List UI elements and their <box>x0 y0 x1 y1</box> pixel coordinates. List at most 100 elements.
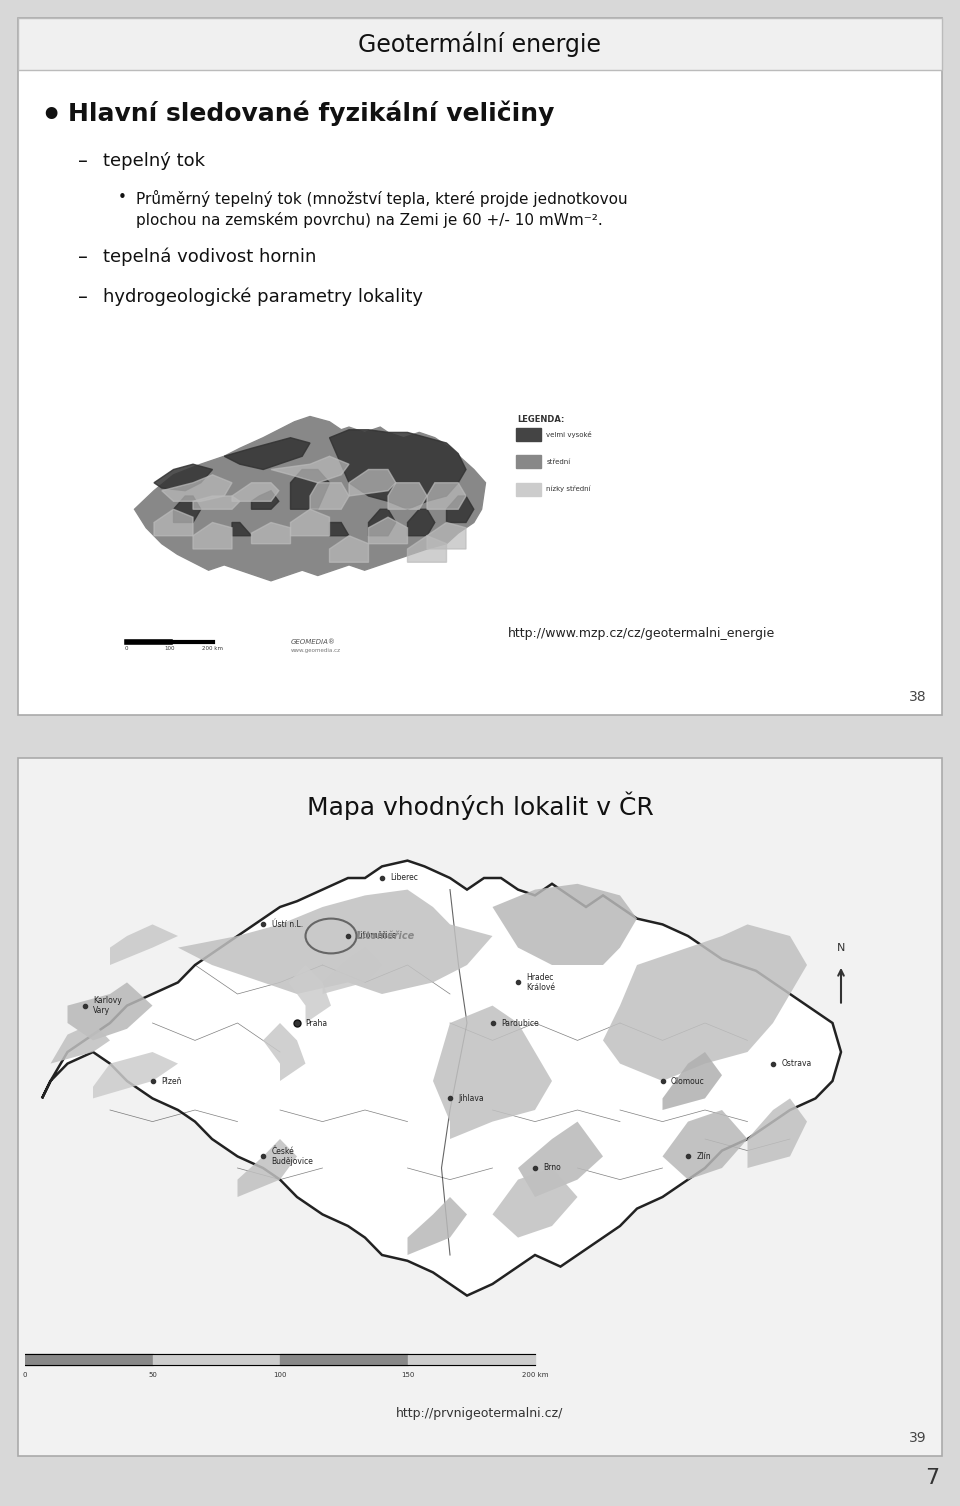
Polygon shape <box>310 483 349 509</box>
Polygon shape <box>291 470 329 509</box>
Text: 7: 7 <box>924 1468 939 1488</box>
Polygon shape <box>369 517 407 544</box>
Text: střední: střední <box>546 459 570 465</box>
Text: http://www.mzp.cz/cz/geotermalni_energie: http://www.mzp.cz/cz/geotermalni_energie <box>508 626 776 640</box>
Text: 50: 50 <box>148 1372 156 1378</box>
Text: http://prvnigeotermalni.cz/: http://prvnigeotermalni.cz/ <box>396 1408 564 1420</box>
Polygon shape <box>433 1006 552 1139</box>
Polygon shape <box>662 1053 722 1110</box>
Polygon shape <box>518 1122 603 1197</box>
Polygon shape <box>516 455 540 468</box>
Text: Litoměřice: Litoměřice <box>356 931 415 941</box>
FancyBboxPatch shape <box>18 18 942 715</box>
Polygon shape <box>252 491 278 509</box>
Polygon shape <box>407 1197 467 1254</box>
Polygon shape <box>407 1354 535 1366</box>
Text: 200 km: 200 km <box>202 646 223 651</box>
Text: Ostrava: Ostrava <box>781 1059 812 1068</box>
Polygon shape <box>263 1023 305 1081</box>
Text: Průměrný tepelný tok (množství tepla, které projde jednotkovou: Průměrný tepelný tok (množství tepla, kt… <box>136 190 628 206</box>
Polygon shape <box>193 495 240 509</box>
Polygon shape <box>134 417 486 581</box>
Polygon shape <box>193 523 232 550</box>
Polygon shape <box>25 1354 153 1366</box>
Polygon shape <box>369 509 396 536</box>
Text: Praha: Praha <box>305 1018 327 1027</box>
Text: 100: 100 <box>164 646 175 651</box>
Text: •: • <box>118 190 127 205</box>
Text: Karlovy
Vary: Karlovy Vary <box>93 995 122 1015</box>
Text: Mapa vhodných lokalit v ČR: Mapa vhodných lokalit v ČR <box>306 792 654 821</box>
Text: plochou na zemském povrchu) na Zemi je 60 +/- 10 mWm⁻².: plochou na zemském povrchu) na Zemi je 6… <box>136 212 603 227</box>
Polygon shape <box>407 536 446 562</box>
Polygon shape <box>349 470 396 495</box>
Polygon shape <box>154 509 193 536</box>
Polygon shape <box>388 483 427 509</box>
Text: tepelná vodivost hornin: tepelná vodivost hornin <box>103 248 317 267</box>
Polygon shape <box>42 860 841 1295</box>
Text: Ústí n.L.: Ústí n.L. <box>272 920 302 929</box>
Text: LEGENDA:: LEGENDA: <box>517 416 564 425</box>
Polygon shape <box>329 429 466 509</box>
Text: GEOMEDIA®: GEOMEDIA® <box>291 640 335 646</box>
Polygon shape <box>154 464 212 491</box>
Text: 38: 38 <box>909 690 927 703</box>
Text: Plzeň: Plzeň <box>161 1077 181 1086</box>
Text: Zlín: Zlín <box>697 1152 711 1161</box>
Polygon shape <box>329 523 349 536</box>
Polygon shape <box>516 482 540 495</box>
Text: –: – <box>78 152 88 172</box>
Text: nízky střední: nízky střední <box>546 486 591 492</box>
Polygon shape <box>446 495 474 523</box>
Polygon shape <box>427 523 466 550</box>
Text: Jihlava: Jihlava <box>459 1093 484 1102</box>
Polygon shape <box>492 884 637 965</box>
Text: 200 km: 200 km <box>521 1372 548 1378</box>
Polygon shape <box>162 474 232 501</box>
Text: 39: 39 <box>909 1431 927 1444</box>
Polygon shape <box>225 438 310 470</box>
Text: Hradec
Králové: Hradec Králové <box>526 973 556 992</box>
Polygon shape <box>603 925 807 1081</box>
Text: Olomouc: Olomouc <box>671 1077 705 1086</box>
Text: hydrogeologické parametry lokality: hydrogeologické parametry lokality <box>103 288 423 307</box>
Polygon shape <box>427 483 466 509</box>
Text: –: – <box>78 288 88 307</box>
Text: Litoměřice: Litoměřice <box>356 932 397 941</box>
Polygon shape <box>232 523 252 536</box>
Polygon shape <box>329 536 369 562</box>
FancyBboxPatch shape <box>18 758 942 1456</box>
Polygon shape <box>237 1139 297 1197</box>
Text: –: – <box>78 248 88 267</box>
Polygon shape <box>289 965 331 1023</box>
Polygon shape <box>291 509 329 536</box>
Text: 0: 0 <box>23 1372 27 1378</box>
Text: Brno: Brno <box>543 1164 562 1173</box>
Text: Geotermální energie: Geotermální energie <box>358 32 602 57</box>
Polygon shape <box>516 428 540 441</box>
Polygon shape <box>67 982 153 1041</box>
Text: N: N <box>837 943 845 953</box>
Text: •: • <box>40 99 61 133</box>
Text: 150: 150 <box>401 1372 414 1378</box>
Text: 100: 100 <box>274 1372 287 1378</box>
Polygon shape <box>271 456 349 483</box>
Polygon shape <box>748 1098 807 1169</box>
Bar <box>18 18 942 69</box>
Text: tepelný tok: tepelný tok <box>103 152 205 170</box>
Polygon shape <box>110 925 178 965</box>
Polygon shape <box>174 495 201 523</box>
Text: velmi vysoké: velmi vysoké <box>546 431 592 438</box>
Text: České
Budějovice: České Budějovice <box>272 1146 313 1166</box>
Text: Pardubice: Pardubice <box>501 1018 539 1027</box>
Polygon shape <box>51 1023 110 1063</box>
Polygon shape <box>178 890 492 994</box>
Polygon shape <box>93 1053 178 1098</box>
Polygon shape <box>662 1110 748 1179</box>
Text: 0: 0 <box>125 646 129 651</box>
Polygon shape <box>252 523 291 544</box>
Polygon shape <box>280 1354 407 1366</box>
Text: Hlavní sledované fyzikální veličiny: Hlavní sledované fyzikální veličiny <box>68 99 554 125</box>
Polygon shape <box>153 1354 280 1366</box>
Text: Liberec: Liberec <box>391 873 419 883</box>
